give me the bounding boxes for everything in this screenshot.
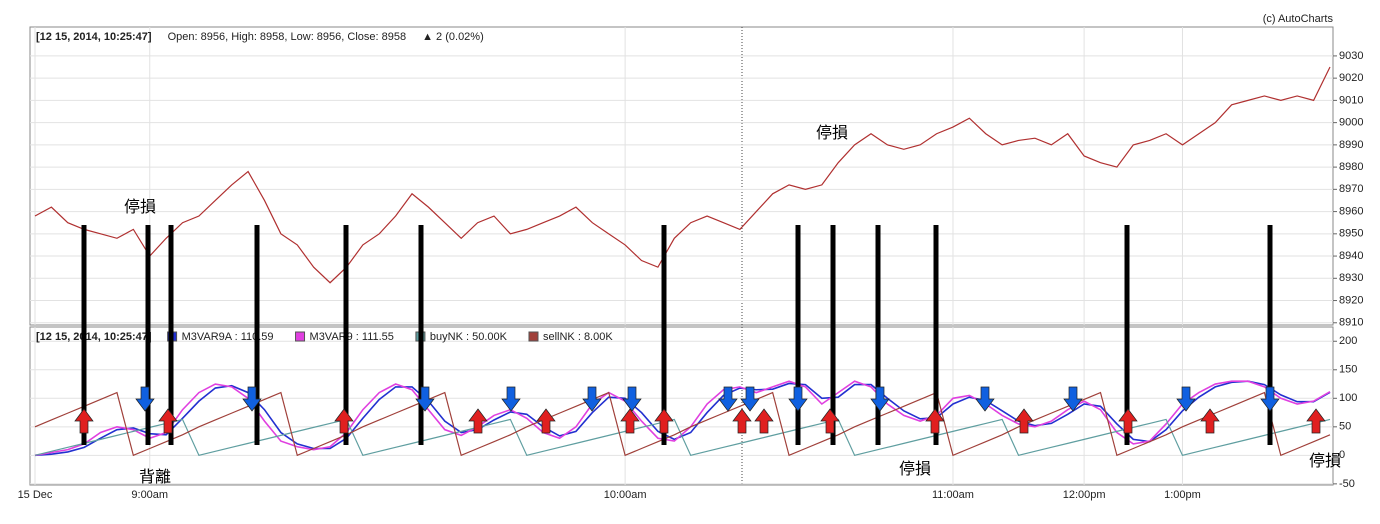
legend-label: M3VAR9 : 111.55: [310, 331, 394, 343]
y-tick-label: 8950: [1339, 228, 1363, 240]
sell-arrow: [1063, 386, 1083, 412]
annotation: 停損: [899, 460, 931, 478]
oscillator-panel: [29, 326, 1334, 486]
y-tick-label: 9020: [1339, 72, 1363, 84]
y-tick-label: 8940: [1339, 250, 1363, 262]
y-tick-label: 50: [1339, 421, 1351, 433]
legend-swatch: [295, 331, 306, 342]
legend-label: buyNK : 50.00K: [430, 331, 508, 343]
buy-arrow: [754, 408, 774, 434]
y-tick-label: 9000: [1339, 117, 1363, 129]
buy-arrow: [334, 408, 354, 434]
y-tick-label: 9010: [1339, 94, 1363, 106]
buy-arrow: [1014, 408, 1034, 434]
x-tick-label: 12:00pm: [1063, 489, 1106, 501]
y-tick-label: 8990: [1339, 139, 1363, 151]
sell-arrow: [975, 386, 995, 412]
y-tick-label: 8910: [1339, 317, 1363, 329]
y-tick-label: 9030: [1339, 50, 1363, 62]
series-line: [34, 66, 1331, 284]
buy-arrow: [74, 408, 94, 434]
y-tick-label: 8970: [1339, 183, 1363, 195]
header-text: Open: 8956, High: 8958, Low: 8956, Close…: [168, 31, 407, 43]
annotation: 背離: [139, 468, 171, 486]
x-tick-label: 1:00pm: [1164, 489, 1201, 501]
y-tick-label: 100: [1339, 392, 1357, 404]
buy-arrow: [468, 408, 488, 434]
y-tick-label: 150: [1339, 364, 1357, 376]
buy-arrow: [654, 408, 674, 434]
buy-arrow: [620, 408, 640, 434]
y-tick-label: 8920: [1339, 294, 1363, 306]
credit: (c) AutoCharts: [1263, 13, 1334, 25]
annotation: 停損: [1309, 452, 1341, 470]
header-text: [12 15, 2014, 10:25:47]: [36, 331, 152, 343]
x-tick-label: 11:00am: [932, 489, 974, 501]
buy-arrow: [1118, 408, 1138, 434]
sell-arrow: [718, 386, 738, 412]
annotation: 停損: [124, 198, 156, 216]
annotation: 停損: [816, 124, 848, 142]
sell-arrow: [242, 386, 262, 412]
x-tick-label: 10:00am: [604, 489, 647, 501]
y-tick-label: 0: [1339, 449, 1345, 461]
price-panel: [29, 26, 1334, 326]
sell-arrow: [870, 386, 890, 412]
x-tick-label: 15 Dec: [18, 489, 53, 501]
y-tick-label: -50: [1339, 478, 1355, 490]
buy-arrow: [925, 408, 945, 434]
buy-arrow: [1306, 408, 1326, 434]
buy-arrow: [732, 408, 752, 434]
y-tick-label: 8930: [1339, 272, 1363, 284]
sell-arrow: [135, 386, 155, 412]
sell-arrow: [415, 386, 435, 412]
sell-arrow: [740, 386, 760, 412]
legend-swatch: [528, 331, 539, 342]
buy-arrow: [820, 408, 840, 434]
x-tick-label: 9:00am: [131, 489, 168, 501]
buy-arrow: [1200, 408, 1220, 434]
legend-label: M3VAR9A : 110.59: [182, 331, 274, 343]
series-line: [34, 418, 1331, 457]
sell-arrow: [1176, 386, 1196, 412]
sell-arrow: [1260, 386, 1280, 412]
y-tick-label: 8980: [1339, 161, 1363, 173]
legend-label: sellNK : 8.00K: [543, 331, 613, 343]
y-tick-label: 200: [1339, 335, 1357, 347]
buy-arrow: [536, 408, 556, 434]
sell-arrow: [501, 386, 521, 412]
header-text: ▲ 2 (0.02%): [422, 31, 484, 43]
buy-arrow: [158, 408, 178, 434]
header-text: [12 15, 2014, 10:25:47]: [36, 31, 152, 43]
sell-arrow: [622, 386, 642, 412]
sell-arrow: [582, 386, 602, 412]
y-tick-label: 8960: [1339, 205, 1363, 217]
sell-arrow: [788, 386, 808, 412]
